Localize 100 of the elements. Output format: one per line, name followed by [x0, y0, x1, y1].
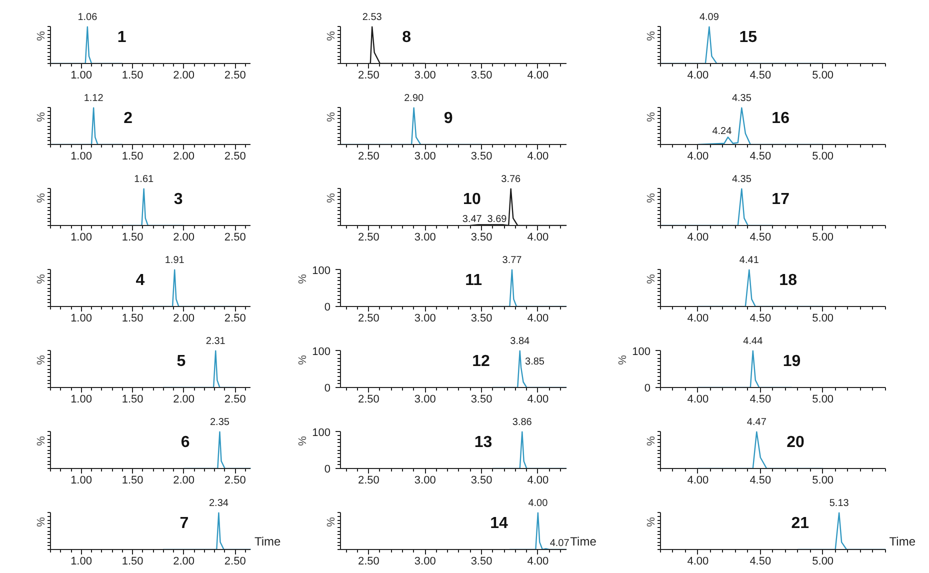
- y-axis-title: %: [297, 274, 310, 284]
- x-tick-label: 3.00: [414, 474, 436, 486]
- annotation: 1.12: [84, 92, 104, 104]
- y-axis-title: %: [646, 516, 658, 527]
- annotation: 4.09: [699, 12, 720, 23]
- x-tick-label: 2.00: [173, 394, 195, 406]
- x-tick-label: 2.50: [224, 312, 246, 324]
- chart-title: 19: [782, 353, 801, 370]
- x-tick-label: 4.00: [687, 150, 709, 162]
- chart-title: 5: [176, 353, 186, 370]
- x-tick-label: 1.00: [70, 312, 92, 324]
- x-tick-label: 5.00: [812, 232, 834, 244]
- x-tick-label: 1.50: [122, 150, 144, 162]
- x-tick-label: 4.00: [527, 394, 549, 406]
- x-tick-label: 1.00: [70, 150, 92, 162]
- x-tick-label: 3.50: [470, 70, 492, 82]
- x-tick-label: 5.00: [812, 312, 834, 324]
- chart-title: 17: [772, 191, 790, 208]
- x-tick-label: 5.00: [812, 556, 834, 568]
- chart-title: 13: [474, 434, 492, 451]
- x-tick-label: 4.00: [527, 70, 549, 82]
- x-tick-label: 2.50: [224, 394, 246, 406]
- x-tick-label: 3.00: [414, 312, 436, 324]
- x-tick-label: 3.50: [470, 474, 492, 486]
- y-axis-title: %: [36, 436, 48, 446]
- x-tick-label: 4.00: [687, 474, 709, 486]
- chart-title: 8: [402, 29, 412, 46]
- chart-title: 16: [772, 110, 790, 127]
- y-axis-title: %: [36, 192, 48, 203]
- annotation: 3.85: [525, 356, 545, 368]
- annotation: 3.76: [501, 174, 522, 185]
- x-tick-label: 2.00: [173, 556, 195, 568]
- annotation: 4.35: [732, 92, 752, 104]
- x-tick-label: 1.50: [122, 70, 144, 82]
- x-tick-label: 5.00: [812, 70, 834, 82]
- annotation: 3.84: [510, 336, 530, 347]
- x-tick-label: 1.00: [70, 474, 92, 486]
- annotation: 2.53: [362, 12, 382, 23]
- y-axis-title: %: [36, 112, 48, 122]
- x-tick-label: 2.50: [224, 70, 246, 82]
- annotation: 1.61: [134, 174, 154, 185]
- chart-title: 4: [136, 272, 145, 289]
- chart-title: 10: [463, 191, 481, 208]
- x-tick-label: 3.00: [414, 556, 436, 568]
- annotation: 1.06: [78, 12, 98, 23]
- chart-title: 9: [444, 110, 453, 127]
- x-tick-label: 2.50: [358, 312, 380, 324]
- x-tick-label: 1.50: [122, 474, 144, 486]
- x-tick-label: 2.50: [358, 70, 380, 82]
- x-tick-label: 4.50: [750, 70, 772, 82]
- y-tick-label: 0: [324, 464, 331, 476]
- annotation: 3.69: [487, 214, 508, 225]
- x-tick-label: 4.00: [687, 70, 709, 82]
- x-tick-label: 3.50: [470, 150, 492, 162]
- annotation: 4.44: [743, 336, 764, 347]
- chart-title: 21: [791, 515, 810, 532]
- y-tick-label: 0: [324, 382, 331, 394]
- annotation: 2.34: [208, 498, 229, 509]
- y-axis-title: %: [326, 516, 338, 527]
- y-axis-title: %: [646, 274, 658, 284]
- chart-title: 1: [117, 29, 126, 46]
- x-tick-label: 4.00: [687, 556, 709, 568]
- x-tick-label: 2.50: [224, 232, 246, 244]
- x-tick-label: 4.50: [750, 312, 772, 324]
- x-tick-label: 4.00: [527, 474, 549, 486]
- x-tick-label: 3.00: [414, 394, 436, 406]
- x-tick-label: 4.50: [750, 556, 772, 568]
- x-tick-label: 2.00: [173, 312, 195, 324]
- x-tick-label: 3.50: [470, 232, 492, 244]
- annotation: 1.91: [164, 254, 185, 266]
- annotation: 3.86: [512, 416, 532, 428]
- x-tick-label: 5.00: [812, 474, 834, 486]
- y-axis-title: %: [36, 274, 48, 284]
- x-tick-label: 2.00: [173, 70, 195, 82]
- x-tick-label: 1.00: [70, 394, 92, 406]
- y-axis-title: %: [646, 30, 658, 41]
- annotation: 2.35: [210, 416, 230, 428]
- annotation: 4.07: [550, 538, 570, 549]
- x-tick-label: 5.00: [812, 150, 834, 162]
- annotation: 4.35: [732, 174, 752, 185]
- chart-title: 18: [779, 272, 798, 289]
- x-tick-label: 4.00: [527, 232, 549, 244]
- annotation: 4.24: [712, 126, 732, 138]
- x-tick-label: 1.50: [122, 312, 144, 324]
- x-tick-label: 2.50: [358, 474, 380, 486]
- x-tick-label: 1.00: [70, 232, 92, 244]
- x-tick-label: 2.00: [173, 232, 195, 244]
- x-axis-title: Time: [254, 534, 282, 548]
- x-tick-label: 5.00: [812, 394, 834, 406]
- chart-title: 11: [465, 272, 482, 289]
- y-tick-label: 0: [324, 302, 331, 314]
- x-tick-label: 4.00: [687, 232, 709, 244]
- x-tick-label: 2.50: [224, 150, 246, 162]
- chart-title: 7: [180, 515, 189, 532]
- x-tick-label: 1.50: [122, 556, 144, 568]
- x-tick-label: 3.00: [414, 150, 436, 162]
- chart-title: 12: [472, 353, 490, 370]
- y-tick-label: 100: [312, 264, 331, 277]
- y-axis-title: %: [36, 30, 48, 41]
- x-tick-label: 4.00: [527, 556, 549, 568]
